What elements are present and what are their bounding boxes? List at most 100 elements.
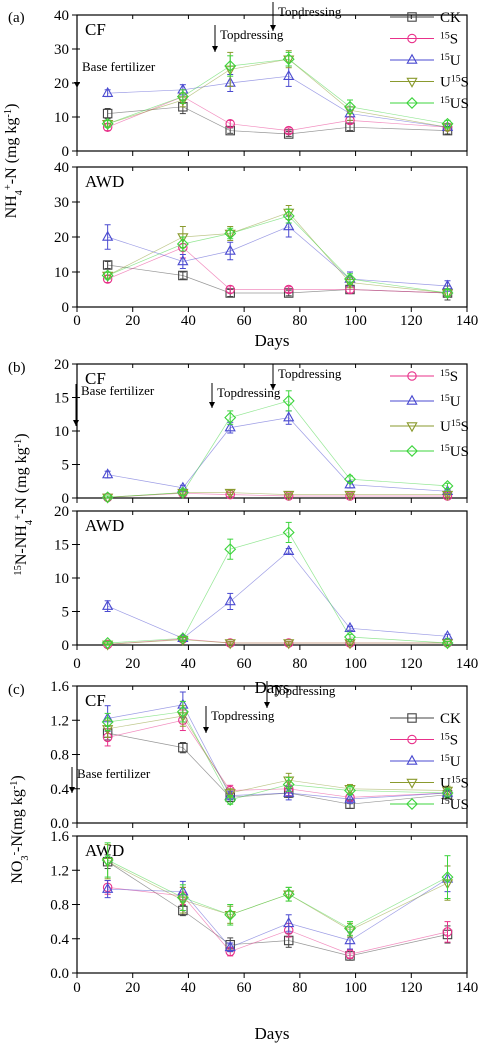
y-axis-label: 15N-NH4+-N (mg kg-1) — [13, 433, 35, 575]
x-tick-label: 100 — [344, 313, 367, 329]
series-15U — [102, 865, 454, 953]
annotation-text: Topdressing — [217, 385, 281, 400]
data-point — [344, 792, 356, 803]
data-point — [282, 778, 295, 791]
x-tick-label: 120 — [400, 980, 423, 996]
series-line — [107, 550, 448, 639]
annotation: Topdressing — [203, 706, 275, 733]
series-15S — [102, 634, 453, 650]
data-point — [441, 117, 454, 130]
data-point — [283, 69, 295, 80]
data-point — [344, 630, 356, 643]
series-line — [107, 75, 448, 128]
series-line — [107, 226, 448, 287]
data-point — [224, 639, 236, 650]
subplot-title: CF — [85, 369, 106, 388]
data-point — [283, 544, 295, 555]
arrow-head — [212, 46, 218, 52]
legend-label: 15US — [440, 95, 469, 113]
series-line — [107, 58, 448, 125]
x-tick-label: 120 — [400, 656, 423, 672]
subplot-cf: 0.0 0.4 0.8 1.2 1.6 CF — [50, 679, 468, 832]
series-15U — [102, 410, 454, 496]
data-point — [224, 60, 237, 72]
legend-marker — [407, 371, 417, 381]
data-point — [283, 125, 294, 136]
series-15U — [102, 65, 454, 132]
x-tick-label: 140 — [456, 980, 479, 996]
data-point — [224, 411, 237, 424]
legend-label: 15S — [440, 731, 458, 749]
annotation: Topdressing — [264, 681, 336, 708]
x-tick-label: 40 — [181, 980, 196, 996]
legend-label: U15S — [440, 774, 469, 792]
series-15S — [102, 709, 453, 803]
series-15US — [101, 521, 454, 649]
series-15US — [101, 208, 454, 299]
legend-marker — [406, 778, 418, 789]
data-point — [102, 468, 114, 479]
panel-label: (b) — [8, 360, 26, 376]
y-tick-label: 20 — [54, 504, 69, 520]
data-point — [282, 394, 295, 407]
y-tick-label: 10 — [54, 571, 69, 587]
x-tick-label: 80 — [292, 980, 307, 996]
series-line — [107, 861, 448, 931]
data-point — [102, 86, 114, 97]
data-point — [177, 255, 189, 266]
data-point — [344, 490, 356, 501]
data-point — [102, 599, 114, 610]
y-tick-label: 20 — [54, 230, 69, 246]
y-axis-label: NO3--N(mg kg-1) — [9, 775, 31, 883]
y-tick-label: 20 — [54, 76, 69, 92]
arrow-head — [270, 384, 276, 390]
annotation-text: Topdressing — [278, 366, 342, 381]
series-15US — [101, 700, 454, 806]
series-line — [107, 492, 448, 498]
data-point — [101, 117, 114, 130]
data-point — [224, 595, 236, 606]
series-15US — [101, 390, 454, 504]
data-point — [344, 273, 356, 285]
panel-c: (c) 0.0 0.4 0.8 1.2 1.6 CF 0.0 0.4 0.8 1.2 1.6 AWD 0 2… — [8, 679, 478, 1043]
legend-label: U15S — [440, 418, 469, 436]
x-tick-label: 40 — [181, 313, 196, 329]
x-tick-label: 20 — [125, 313, 140, 329]
subplot-cf: 0 10 20 30 40 CF — [54, 8, 468, 160]
y-tick-label: 1.6 — [50, 829, 69, 845]
y-tick-label: 0 — [62, 638, 70, 654]
data-point — [283, 284, 294, 295]
y-tick-label: 0.4 — [50, 782, 69, 798]
legend: CK 15S 15U U15S 15US — [390, 10, 469, 112]
series-line — [107, 106, 448, 135]
data-point — [224, 227, 237, 240]
data-point — [344, 784, 356, 797]
subplot-title: CF — [85, 691, 106, 710]
series-15U — [102, 691, 454, 804]
data-point — [177, 488, 189, 499]
data-point — [345, 949, 355, 959]
data-point — [176, 486, 189, 499]
data-point — [344, 922, 356, 935]
arrow-head — [73, 420, 79, 426]
arrow-head — [264, 702, 270, 708]
y-tick-label: 0.8 — [50, 898, 69, 914]
data-point — [225, 119, 235, 129]
data-point — [224, 543, 237, 556]
data-point — [344, 934, 356, 945]
x-tick-label: 0 — [73, 313, 81, 329]
annotation-text: Topdressing — [272, 683, 336, 698]
y-tick-label: 40 — [54, 8, 69, 24]
legend-marker — [407, 734, 417, 745]
data-point — [101, 715, 114, 728]
legend-label: 15S — [440, 368, 458, 386]
arrow-head — [69, 787, 75, 793]
x-tick-label: 80 — [292, 656, 307, 672]
legend-label: 15U — [440, 393, 461, 411]
x-axis-label: Days — [255, 331, 290, 350]
legend-marker — [406, 53, 418, 64]
data-point — [344, 473, 356, 486]
series-line — [107, 719, 448, 798]
series-U15S — [102, 635, 454, 651]
annotation: Topdressing — [209, 383, 281, 408]
